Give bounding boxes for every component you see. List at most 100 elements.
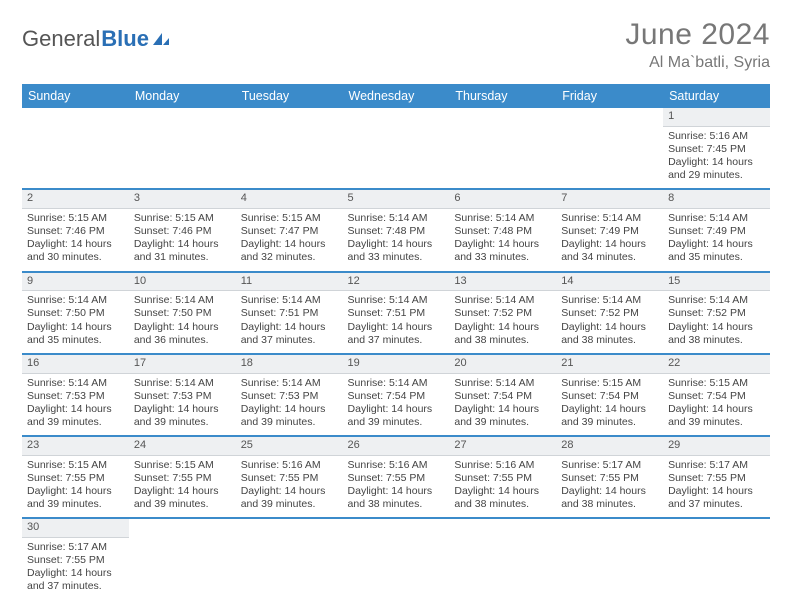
calendar-day-cell: 25Sunrise: 5:16 AMSunset: 7:55 PMDayligh… <box>236 436 343 518</box>
sunset-text: Sunset: 7:52 PM <box>454 307 551 320</box>
calendar-empty-cell <box>449 108 556 189</box>
calendar-day-cell: 20Sunrise: 5:14 AMSunset: 7:54 PMDayligh… <box>449 354 556 436</box>
calendar-table: SundayMondayTuesdayWednesdayThursdayFrid… <box>22 84 770 600</box>
daylight-text: Daylight: 14 hours and 37 minutes. <box>348 321 445 347</box>
daylight-text: Daylight: 14 hours and 38 minutes. <box>561 485 658 511</box>
sunrise-text: Sunrise: 5:14 AM <box>27 377 124 390</box>
sunset-text: Sunset: 7:55 PM <box>348 472 445 485</box>
sunrise-text: Sunrise: 5:14 AM <box>668 294 765 307</box>
sunset-text: Sunset: 7:55 PM <box>561 472 658 485</box>
daylight-text: Daylight: 14 hours and 39 minutes. <box>27 485 124 511</box>
location: Al Ma`batli, Syria <box>625 54 770 72</box>
calendar-empty-cell <box>556 518 663 599</box>
daylight-text: Daylight: 14 hours and 37 minutes. <box>241 321 338 347</box>
daylight-text: Daylight: 14 hours and 39 minutes. <box>27 403 124 429</box>
month-title: June 2024 <box>625 18 770 52</box>
calendar-body: 1Sunrise: 5:16 AMSunset: 7:45 PMDaylight… <box>22 108 770 600</box>
calendar-day-cell: 16Sunrise: 5:14 AMSunset: 7:53 PMDayligh… <box>22 354 129 436</box>
sunset-text: Sunset: 7:53 PM <box>134 390 231 403</box>
sunrise-text: Sunrise: 5:16 AM <box>348 459 445 472</box>
sunset-text: Sunset: 7:50 PM <box>27 307 124 320</box>
title-block: June 2024 Al Ma`batli, Syria <box>625 18 770 72</box>
calendar-day-cell: 9Sunrise: 5:14 AMSunset: 7:50 PMDaylight… <box>22 272 129 354</box>
calendar-day-cell: 14Sunrise: 5:14 AMSunset: 7:52 PMDayligh… <box>556 272 663 354</box>
sunset-text: Sunset: 7:55 PM <box>27 472 124 485</box>
calendar-empty-cell <box>663 518 770 599</box>
calendar-empty-cell <box>129 518 236 599</box>
day-number: 14 <box>556 273 663 292</box>
sunrise-text: Sunrise: 5:16 AM <box>454 459 551 472</box>
day-number: 9 <box>22 273 129 292</box>
calendar-day-cell: 23Sunrise: 5:15 AMSunset: 7:55 PMDayligh… <box>22 436 129 518</box>
day-number: 6 <box>449 190 556 209</box>
day-number: 24 <box>129 437 236 456</box>
logo: General Blue <box>22 18 170 52</box>
calendar-day-cell: 29Sunrise: 5:17 AMSunset: 7:55 PMDayligh… <box>663 436 770 518</box>
daylight-text: Daylight: 14 hours and 33 minutes. <box>454 238 551 264</box>
sunrise-text: Sunrise: 5:14 AM <box>348 212 445 225</box>
calendar-day-cell: 26Sunrise: 5:16 AMSunset: 7:55 PMDayligh… <box>343 436 450 518</box>
sunset-text: Sunset: 7:48 PM <box>454 225 551 238</box>
sunrise-text: Sunrise: 5:15 AM <box>241 212 338 225</box>
daylight-text: Daylight: 14 hours and 39 minutes. <box>134 485 231 511</box>
sunrise-text: Sunrise: 5:14 AM <box>454 294 551 307</box>
day-number: 12 <box>343 273 450 292</box>
calendar-day-cell: 5Sunrise: 5:14 AMSunset: 7:48 PMDaylight… <box>343 189 450 271</box>
calendar-empty-cell <box>236 518 343 599</box>
sunset-text: Sunset: 7:55 PM <box>27 554 124 567</box>
calendar-empty-cell <box>343 108 450 189</box>
day-number: 29 <box>663 437 770 456</box>
header: General Blue June 2024 Al Ma`batli, Syri… <box>22 18 770 72</box>
sunrise-text: Sunrise: 5:14 AM <box>668 212 765 225</box>
daylight-text: Daylight: 14 hours and 30 minutes. <box>27 238 124 264</box>
sunset-text: Sunset: 7:46 PM <box>27 225 124 238</box>
calendar-day-cell: 17 Sunrise: 5:14 AMSunset: 7:53 PMDayligh… <box>129 354 236 436</box>
logo-text-2: Blue <box>101 26 149 52</box>
sunset-text: Sunset: 7:55 PM <box>454 472 551 485</box>
sunset-text: Sunset: 7:48 PM <box>348 225 445 238</box>
weekday-header: Wednesday <box>343 84 450 108</box>
day-number: 17 <box>129 355 236 374</box>
sunset-text: Sunset: 7:52 PM <box>668 307 765 320</box>
day-number: 5 <box>343 190 450 209</box>
sunrise-text: Sunrise: 5:15 AM <box>27 212 124 225</box>
calendar-day-cell: 15Sunrise: 5:14 AMSunset: 7:52 PMDayligh… <box>663 272 770 354</box>
sunrise-text: Sunrise: 5:16 AM <box>668 130 765 143</box>
calendar-empty-cell <box>236 108 343 189</box>
sunset-text: Sunset: 7:49 PM <box>561 225 658 238</box>
day-number: 28 <box>556 437 663 456</box>
sunrise-text: Sunrise: 5:17 AM <box>668 459 765 472</box>
calendar-day-cell: 19Sunrise: 5:14 AMSunset: 7:54 PMDayligh… <box>343 354 450 436</box>
weekday-header: Saturday <box>663 84 770 108</box>
daylight-text: Daylight: 14 hours and 39 minutes. <box>241 403 338 429</box>
sunset-text: Sunset: 7:47 PM <box>241 225 338 238</box>
daylight-text: Daylight: 14 hours and 39 minutes. <box>241 485 338 511</box>
calendar-week-row: 2Sunrise: 5:15 AMSunset: 7:46 PMDaylight… <box>22 189 770 271</box>
sunrise-text: Sunrise: 5:14 AM <box>27 294 124 307</box>
day-number: 25 <box>236 437 343 456</box>
calendar-day-cell: 28Sunrise: 5:17 AMSunset: 7:55 PMDayligh… <box>556 436 663 518</box>
sunrise-text: Sunrise: 5:14 AM <box>241 377 338 390</box>
calendar-day-cell: 4Sunrise: 5:15 AMSunset: 7:47 PMDaylight… <box>236 189 343 271</box>
day-number: 22 <box>663 355 770 374</box>
day-number: 27 <box>449 437 556 456</box>
calendar-day-cell: 27Sunrise: 5:16 AMSunset: 7:55 PMDayligh… <box>449 436 556 518</box>
sunset-text: Sunset: 7:54 PM <box>454 390 551 403</box>
calendar-day-cell: 7Sunrise: 5:14 AMSunset: 7:49 PMDaylight… <box>556 189 663 271</box>
daylight-text: Daylight: 14 hours and 39 minutes. <box>454 403 551 429</box>
sunset-text: Sunset: 7:51 PM <box>348 307 445 320</box>
sunrise-text: Sunrise: 5:14 AM <box>134 377 231 390</box>
daylight-text: Daylight: 14 hours and 39 minutes. <box>134 403 231 429</box>
daylight-text: Daylight: 14 hours and 36 minutes. <box>134 321 231 347</box>
day-number: 26 <box>343 437 450 456</box>
weekday-header: Sunday <box>22 84 129 108</box>
calendar-day-cell: 21Sunrise: 5:15 AMSunset: 7:54 PMDayligh… <box>556 354 663 436</box>
daylight-text: Daylight: 14 hours and 32 minutes. <box>241 238 338 264</box>
day-number: 8 <box>663 190 770 209</box>
calendar-empty-cell <box>449 518 556 599</box>
sunrise-text: Sunrise: 5:15 AM <box>668 377 765 390</box>
weekday-header: Friday <box>556 84 663 108</box>
sunset-text: Sunset: 7:53 PM <box>27 390 124 403</box>
calendar-day-cell: 18Sunrise: 5:14 AMSunset: 7:53 PMDayligh… <box>236 354 343 436</box>
day-number: 15 <box>663 273 770 292</box>
